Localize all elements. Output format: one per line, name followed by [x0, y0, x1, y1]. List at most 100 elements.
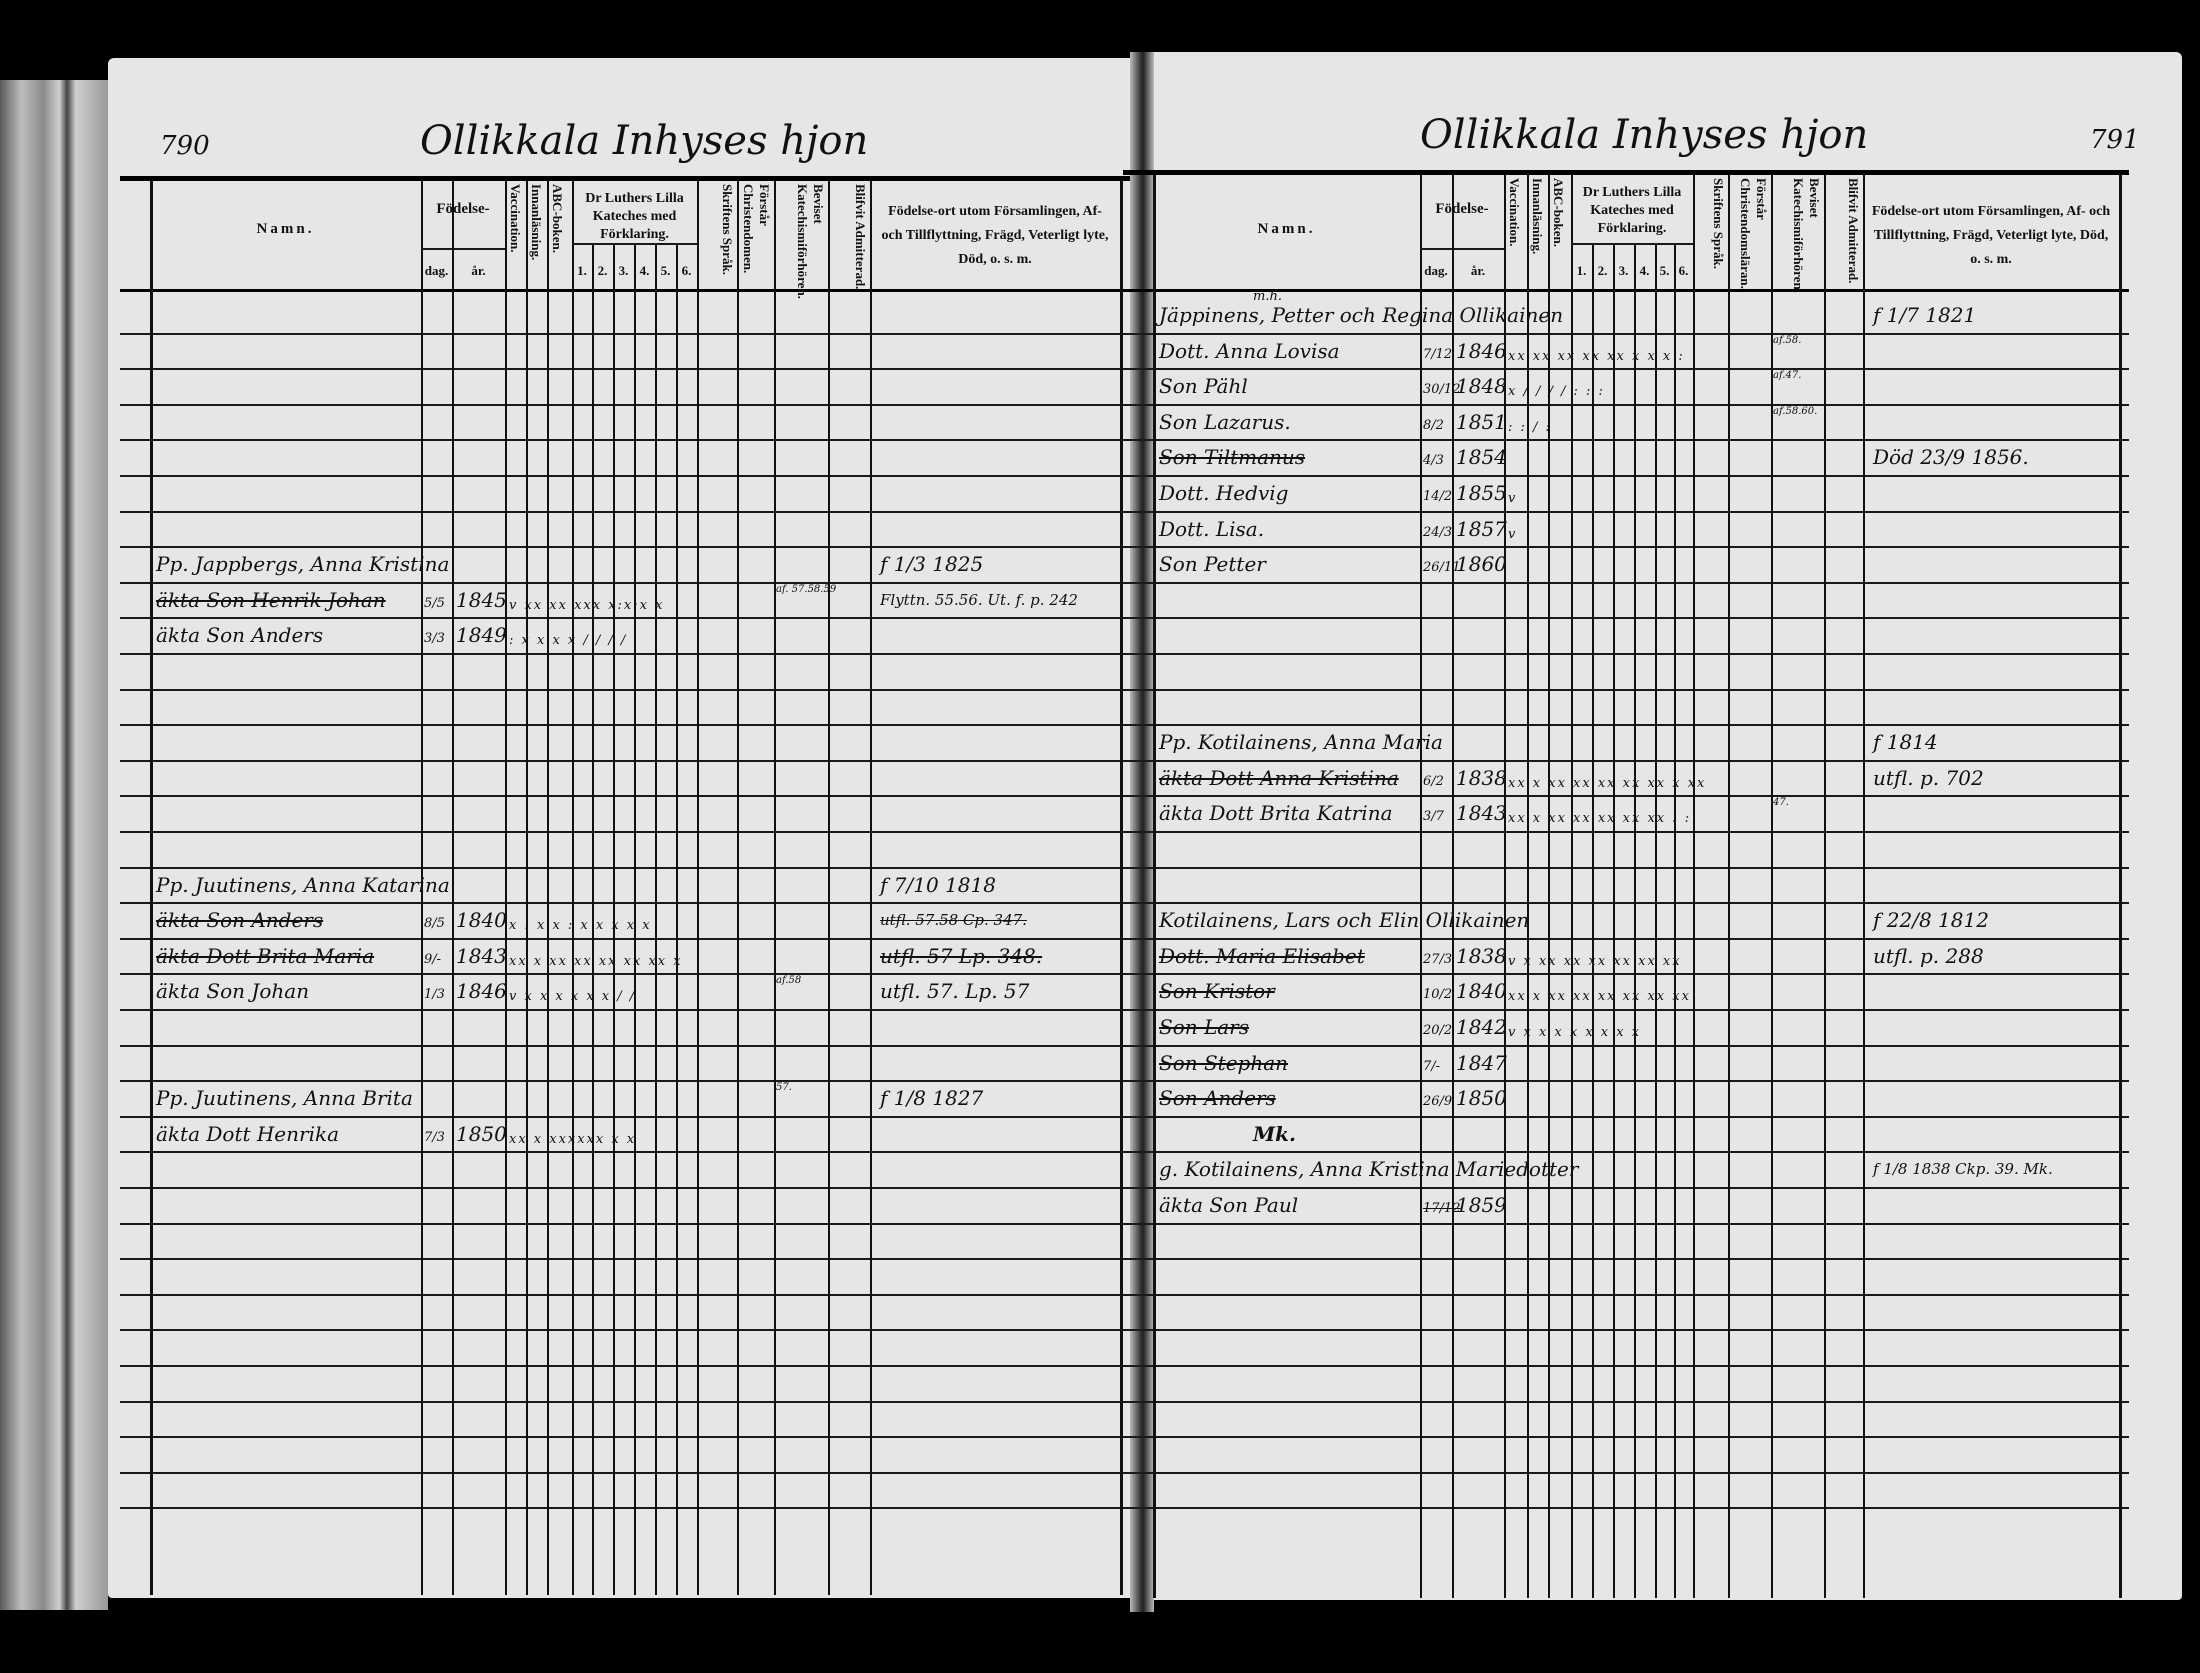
- row-line: [120, 759, 1130, 762]
- row-line: [120, 937, 1130, 940]
- row-line: [120, 973, 1130, 976]
- page-title: Ollikkala Inhyses hjon: [1420, 112, 1869, 158]
- entry-catechism-marks: xx x xx xx xx xx xx x xx: [1508, 775, 1707, 791]
- row-line: [120, 1507, 1130, 1510]
- entry-birth-year: 1842: [1456, 1015, 1507, 1039]
- row-line: [1123, 724, 2129, 727]
- column-line: [1548, 174, 1550, 1598]
- column-line: [592, 245, 594, 1595]
- row-line: [1123, 1222, 2129, 1225]
- entry-birth-year: 1851: [1456, 409, 1507, 434]
- entry-attended: af.47.: [1773, 370, 1802, 382]
- row-line: [1123, 1044, 2129, 1047]
- entry-birth-year: 1847: [1456, 1050, 1507, 1075]
- book-edge: [0, 80, 108, 1610]
- entry-birth-year: 1838: [1456, 943, 1507, 968]
- row-line: [120, 653, 1130, 655]
- header-catechism-part: 6.: [681, 263, 692, 278]
- entry-catechism-marks: xx x xxxxxx x x: [509, 1131, 637, 1147]
- column-line: [1824, 174, 1826, 1598]
- row-line: [1123, 617, 2129, 620]
- row-line: [120, 1400, 1130, 1403]
- entry-name: äkta Dott Brita Maria: [156, 943, 375, 968]
- row-line: [120, 1115, 1130, 1118]
- header-bottom-rule: [120, 289, 1130, 292]
- entry-birth-year: 1857: [1456, 516, 1507, 541]
- header-catechism-part: 5.: [1659, 263, 1670, 278]
- entry-note-above: m.h.: [1253, 289, 1282, 304]
- header-catechism-part: 5.: [660, 263, 671, 278]
- entry-birth-day: 7/12: [1423, 346, 1453, 362]
- column-line: [1613, 245, 1615, 1598]
- row-line: [120, 617, 1130, 620]
- column-line: [2119, 174, 2122, 1598]
- row-line: [1123, 546, 2129, 549]
- column-line: [1504, 174, 1506, 1598]
- entry-name: Pp. Jappbergs, Anna Kristina: [156, 552, 450, 577]
- header-catechism-part: 3.: [1618, 263, 1629, 278]
- entry-catechism-marks: xx xx xx xx xx x x x :: [1508, 348, 1685, 364]
- entry-attended: af.58.60.: [1773, 405, 1818, 417]
- row-line: [120, 1187, 1130, 1189]
- entry-birth-day: 8/5: [424, 916, 445, 932]
- row-line: [120, 831, 1130, 833]
- row-line: [1123, 795, 2129, 798]
- row-line: [1123, 1151, 2129, 1154]
- entry-name: äkta Dott Brita Katrina: [1159, 801, 1393, 826]
- header-catechism-part: 4.: [1639, 263, 1650, 278]
- entry-catechism-marks: x : x x : x x x x x: [509, 918, 652, 934]
- header-catechism-part: 6.: [1678, 263, 1689, 278]
- entry-birth-day: 20/2: [1423, 1023, 1453, 1038]
- entry-birth-day: 17/12: [1423, 1201, 1461, 1216]
- header-catechism-part: 2.: [597, 263, 608, 278]
- header-name: Namn.: [1257, 221, 1316, 237]
- subheader-line: [421, 248, 505, 250]
- entry-name: äkta Dott Henrika: [156, 1121, 340, 1146]
- column-line: [828, 180, 830, 1595]
- entry-remarks: utfl. 57 Lp. 348.: [880, 943, 1043, 968]
- row-line: [1123, 475, 2129, 477]
- row-line: [1123, 1009, 2129, 1011]
- row-line: [1123, 866, 2129, 869]
- row-line: [1123, 831, 2129, 833]
- subheader-line: [572, 243, 697, 245]
- entry-birth-day: 8/2: [1423, 417, 1444, 433]
- entry-birth-year: 1846: [456, 979, 507, 1004]
- entry-attended: af. 57.58.59: [776, 583, 837, 595]
- column-line: [655, 245, 657, 1595]
- header-bottom-rule: [1123, 289, 2129, 292]
- header-understands: Förstår Christendomen.: [741, 184, 772, 274]
- header-catechism-part: 4.: [639, 263, 650, 278]
- left-page: [108, 58, 1140, 1598]
- entry-birth-day: 7/3: [424, 1129, 445, 1145]
- entry-attended: 47.: [1773, 797, 1789, 809]
- header-attended: Beviset Katechismiförhören.: [1791, 178, 1822, 293]
- row-line: [1123, 332, 2129, 335]
- row-line: [120, 1471, 1130, 1474]
- header-scripture: Skriftens Språk.: [1711, 178, 1726, 270]
- entry-catechism-marks: xx x xx xx xx xx xx xx: [1508, 989, 1691, 1005]
- column-line: [1153, 174, 1156, 1598]
- entry-name: Son Lars: [1159, 1015, 1250, 1039]
- row-line: [120, 1258, 1130, 1261]
- row-line: [120, 1222, 1130, 1225]
- header-catechism-part: 3.: [618, 263, 629, 278]
- entry-remarks: Död 23/9 1856.: [1873, 445, 2029, 470]
- column-line: [526, 180, 528, 1595]
- entry-name: g. Kotilainens, Anna Kristina Mariedotte…: [1159, 1157, 1579, 1182]
- column-line: [1634, 245, 1636, 1598]
- row-line: [120, 546, 1130, 549]
- row-line: [120, 795, 1130, 798]
- entry-remarks: f 1/7 1821: [1873, 303, 1977, 327]
- row-line: [120, 1293, 1130, 1296]
- entry-birth-year: 1846: [1456, 338, 1507, 363]
- entry-catechism-marks: v: [1508, 491, 1518, 506]
- header-catechism-part: 1.: [1576, 263, 1587, 278]
- row-line: [120, 902, 1130, 905]
- column-line: [1655, 245, 1657, 1598]
- page-number: 791: [2090, 125, 2140, 155]
- row-line: [1123, 937, 2129, 940]
- column-line: [547, 180, 549, 1595]
- row-line: [120, 510, 1130, 513]
- entry-birth-day: 7/-: [1423, 1058, 1441, 1074]
